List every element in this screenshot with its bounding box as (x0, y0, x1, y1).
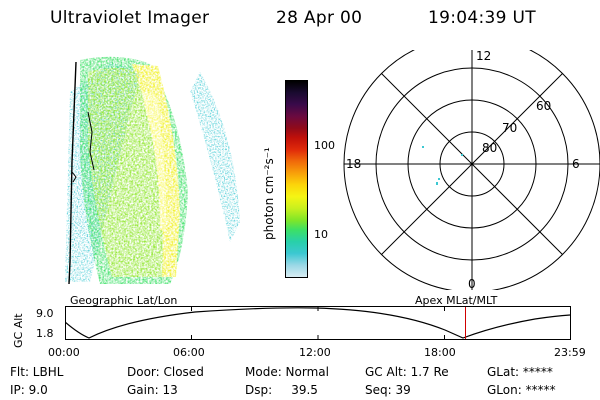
info-glon: GLon: ***** (487, 383, 556, 397)
info-ip: IP: 9.0 (10, 383, 48, 397)
mlt-6-label: 6 (572, 157, 580, 171)
xtick-1200: 12:00 (299, 346, 331, 359)
mlt-12-label: 12 (476, 50, 491, 63)
date-label: 28 Apr 00 (276, 8, 363, 28)
altitude-ylabel: GC Alt (12, 313, 25, 348)
info-dsp: Dsp: 39.5 (245, 383, 318, 397)
altitude-ytick-high: 9.0 (36, 307, 54, 320)
xtick-0000: 00:00 (48, 346, 80, 359)
geographic-label: Geographic Lat/Lon (70, 294, 178, 307)
diagonal-2 (381, 73, 563, 255)
xtick-2359: 23:59 (554, 346, 586, 359)
lat-60-label: 60 (536, 99, 551, 113)
info-seq: Seq: 39 (365, 383, 411, 397)
info-gain: Gain: 13 (127, 383, 178, 397)
geographic-image (65, 56, 240, 285)
altitude-ytick-low: 1.8 (36, 327, 54, 340)
instrument-title: Ultraviolet Imager (50, 8, 210, 28)
altitude-curve (65, 307, 571, 339)
info-mode: Mode: Normal (245, 365, 329, 379)
time-label: 19:04:39 UT (428, 8, 536, 28)
polar-plot: 12 18 6 0 80 70 60 (343, 50, 600, 290)
info-glat: GLat: ***** (487, 365, 553, 379)
xtick-1800: 18:00 (424, 346, 456, 359)
mlt-0-label: 0 (468, 277, 476, 290)
colorbar (285, 80, 308, 278)
info-door: Door: Closed (127, 365, 204, 379)
xtick-0600: 06:00 (173, 346, 205, 359)
altitude-plot (65, 306, 571, 340)
info-flt: Flt: LBHL (10, 365, 64, 379)
apex-label: Apex MLat/MLT (415, 294, 498, 307)
mlt-18-label: 18 (346, 157, 361, 171)
colorbar-label: photon cm⁻²s⁻¹ (262, 147, 276, 240)
colorbar-tick-100: 100 (314, 139, 335, 152)
lat-70-label: 70 (502, 121, 517, 135)
info-gcalt: GC Alt: 1.7 Re (365, 365, 449, 379)
colorbar-tick-10: 10 (314, 228, 328, 241)
lat-80-label: 80 (482, 141, 497, 155)
